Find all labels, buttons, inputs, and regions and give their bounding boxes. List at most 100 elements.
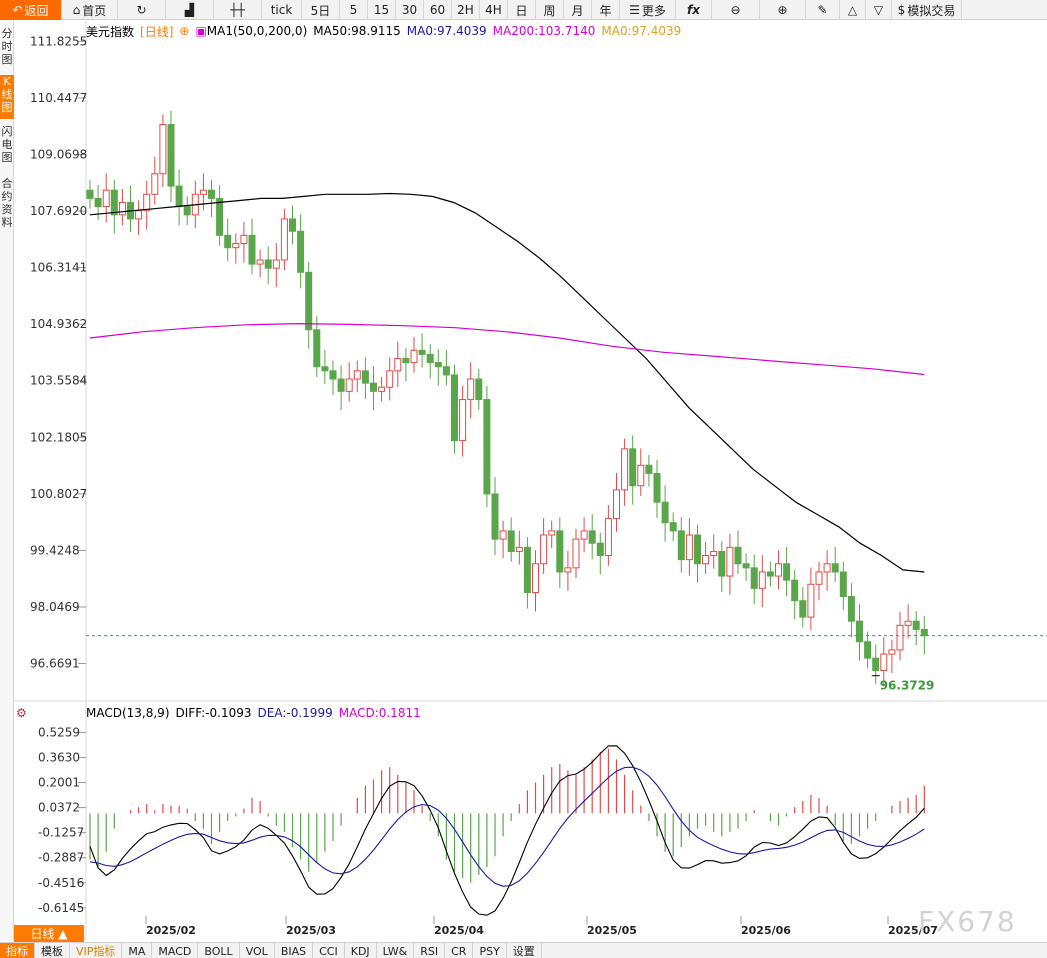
ind-zhibiao[interactable]: 指标 (0, 943, 35, 958)
draw-up-button[interactable]: △ (840, 0, 866, 20)
candle-body (548, 530, 556, 536)
ind-kdj[interactable]: KDJ (345, 943, 377, 958)
ind-vol[interactable]: VOL (240, 943, 275, 958)
zoom-out-icon: ⊖ (730, 3, 741, 17)
ind-ma[interactable]: MA (122, 943, 153, 958)
sim-trade-button[interactable]: $ 模拟交易 (892, 0, 962, 20)
ind-label: VOL (245, 944, 268, 958)
ma-value: MA0:97.4039 (406, 24, 487, 38)
candle-body (645, 464, 653, 474)
ind-rsi[interactable]: RSI (414, 943, 446, 958)
period-label: 周 (543, 3, 556, 18)
candle-body (175, 185, 183, 208)
tick-button[interactable]: tick (262, 0, 302, 20)
zoom-in-button[interactable]: ⊕ (760, 0, 806, 20)
ind-boll[interactable]: BOLL (198, 943, 240, 958)
candle-body (540, 534, 548, 565)
date-label: 2025/02 (146, 924, 196, 937)
macd-tick-label: -0.1257 (38, 826, 84, 840)
bar-chart-icon: ▟ (184, 3, 195, 17)
candle-body (775, 563, 782, 577)
period-4h[interactable]: 4H (480, 0, 508, 20)
bar-chart-button[interactable]: ▟ (166, 0, 214, 20)
refresh-button[interactable]: ↻ (118, 0, 166, 20)
ma0-value: MA0:97.4039 (601, 24, 682, 38)
candle-body (839, 571, 847, 598)
period-5[interactable]: 5 (340, 0, 368, 20)
period-30[interactable]: 30 (396, 0, 424, 20)
zoom-in-icon: ⊕ (777, 3, 788, 17)
indicator-bar: 指标 模板 VIP指标 MA MACD BOLL VOL BIAS CCI KD… (0, 942, 1047, 958)
candle-body (337, 378, 345, 392)
candle-body (556, 530, 564, 573)
triangle-up-icon: △ (847, 3, 858, 17)
candle-body (823, 563, 831, 573)
candle-body (264, 259, 272, 269)
ind-cr[interactable]: CR (445, 943, 474, 958)
zoom-out-button[interactable]: ⊖ (712, 0, 760, 20)
candle-body (256, 259, 264, 265)
draw-down-button[interactable]: ▽ (866, 0, 892, 20)
settings-icon[interactable]: ⊕ (179, 24, 190, 38)
candle-body (685, 534, 693, 561)
more-button[interactable]: ☰ 更多 (620, 0, 676, 20)
ma-indicator-label: ▣MA1(50,0,200,0) (195, 24, 307, 38)
ind-cci[interactable]: CCI (313, 943, 345, 958)
ind-lw[interactable]: LW& (377, 943, 415, 958)
ind-vip[interactable]: VIP指标 (70, 943, 123, 958)
candle-chart-button[interactable]: ┼┼ (214, 0, 262, 20)
period-2h[interactable]: 2H (452, 0, 480, 20)
formula-button[interactable]: fx (676, 0, 712, 20)
candle-body (183, 206, 191, 216)
price-tick-label: 111.8255 (30, 34, 87, 48)
candle-body (904, 620, 912, 626)
candle-body (475, 378, 483, 401)
back-button[interactable]: ↶ 返回 (0, 0, 62, 20)
candle-body (118, 202, 126, 216)
period-week[interactable]: 周 (536, 0, 564, 20)
candle-body (426, 353, 434, 364)
price-tick-label: 99.4248 (30, 543, 80, 557)
candle-body (321, 366, 329, 372)
ind-macd[interactable]: MACD (152, 943, 199, 958)
tab-label: 闪电图 (1, 125, 13, 164)
tab-fenshi[interactable]: 分时图 (0, 27, 14, 69)
period-5day[interactable]: 5日 (302, 0, 340, 20)
period-label: [日线] (140, 24, 174, 39)
period-60[interactable]: 60 (424, 0, 452, 20)
tab-shandian[interactable]: 闪电图 (0, 125, 14, 169)
tab-heyue[interactable]: 合约资料 (0, 177, 14, 233)
home-button[interactable]: ⌂ 首页 (62, 0, 118, 20)
period-15[interactable]: 15 (368, 0, 396, 20)
price-tick-label: 96.6691 (30, 657, 80, 671)
candle-body (434, 362, 442, 368)
candle-body (216, 197, 224, 236)
draw-button[interactable]: ✎ (806, 0, 840, 20)
candle-body (110, 189, 118, 216)
candle-body (621, 448, 629, 491)
ind-psy[interactable]: PSY (473, 943, 507, 958)
period-badge-label: 日线 ▲ (30, 927, 68, 941)
period-day[interactable]: 日 (508, 0, 536, 20)
candle-body (758, 571, 766, 589)
ind-label: MA (128, 944, 146, 958)
candle-body (151, 173, 159, 195)
tab-label: K线图 (1, 75, 13, 114)
period-year[interactable]: 年 (592, 0, 620, 20)
period-badge[interactable]: 日线 ▲ (14, 925, 84, 942)
price-tick-label: 109.0698 (30, 147, 87, 161)
ind-label: CCI (319, 944, 338, 958)
home-icon: ⌂ (72, 3, 81, 17)
candle-body (653, 472, 661, 503)
ind-settings[interactable]: 设置 (507, 943, 542, 958)
ind-bias[interactable]: BIAS (275, 943, 314, 958)
candle-body (750, 567, 758, 589)
candle-body (394, 358, 402, 372)
kline-chart[interactable]: 111.8255 110.4477 109.0698 107.6920 106.3141… (0, 21, 1047, 942)
period-month[interactable]: 月 (564, 0, 592, 20)
candle-body (831, 563, 839, 573)
ind-label: PSY (479, 944, 500, 958)
ind-template[interactable]: 模板 (35, 943, 70, 958)
candle-body (402, 358, 410, 364)
tab-kline[interactable]: K线图 (0, 75, 14, 119)
